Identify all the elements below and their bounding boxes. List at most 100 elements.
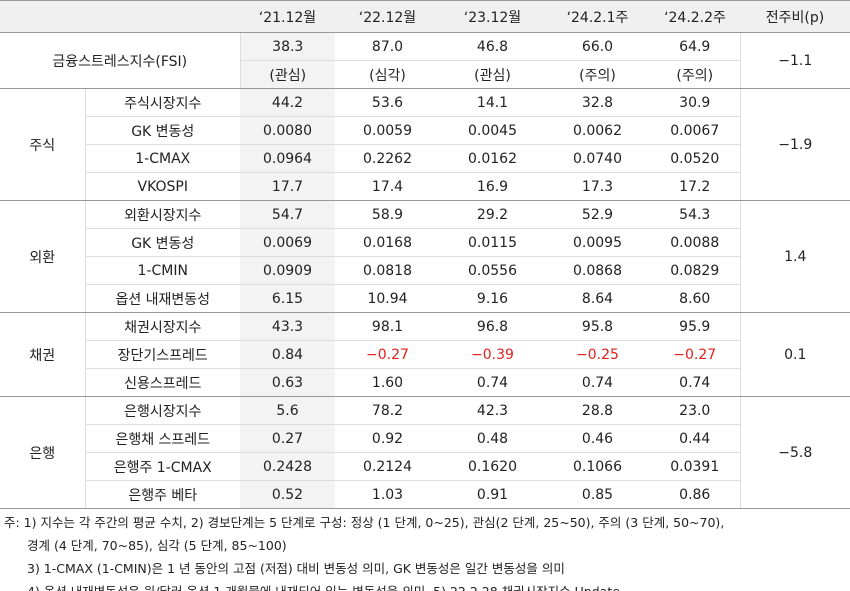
value-cell: 0.48 bbox=[440, 424, 545, 453]
note-line: 경계 (4 단계, 70~85), 심각 (5 단계, 85~100) bbox=[27, 538, 287, 553]
data-row: 채권 채권시장지수 43.3 98.1 96.8 95.8 95.9 0.1 bbox=[0, 312, 850, 397]
value-cell: 6.15 bbox=[240, 284, 335, 313]
value-cell: 0.2262 bbox=[335, 144, 440, 173]
fsi-level-row: (관심) (심각) (관심) (주의) (주의) bbox=[0, 60, 850, 89]
column-header: ‘21.12월 bbox=[240, 0, 335, 33]
data-row: 1-CMAX 0.0964 0.2262 0.0162 0.0740 0.0520 bbox=[0, 144, 850, 173]
value-cell: 32.8 bbox=[545, 88, 650, 117]
value-cell: 46.8 bbox=[440, 32, 545, 61]
data-row: 옵션 내재변동성 6.15 10.94 9.16 8.64 8.60 bbox=[0, 284, 850, 313]
value-cell: 0.0964 bbox=[240, 144, 335, 173]
value-cell: 30.9 bbox=[650, 88, 740, 117]
value-cell: 17.3 bbox=[545, 172, 650, 201]
stress-table: ‘21.12월 ‘22.12월 ‘23.12월 ‘24.2.1주 ‘24.2.2주 전주비… bbox=[0, 0, 850, 509]
value-cell: 0.0868 bbox=[545, 256, 650, 285]
value-cell: 0.86 bbox=[650, 480, 740, 509]
row-label: 은행주 1-CMAX bbox=[85, 452, 240, 481]
row-label: 옵션 내재변동성 bbox=[85, 284, 240, 313]
note-line: 주: 1) 지수는 각 주간의 평균 수치, 2) 경보단계는 5 단계로 구성… bbox=[4, 515, 725, 530]
column-header: ‘22.12월 bbox=[335, 0, 440, 33]
value-cell: 78.2 bbox=[335, 396, 440, 425]
level-cell: (심각) bbox=[335, 60, 440, 89]
header-blank bbox=[0, 0, 240, 33]
value-cell: 0.0067 bbox=[650, 116, 740, 145]
value-cell: 0.92 bbox=[335, 424, 440, 453]
value-cell: 0.0909 bbox=[240, 256, 335, 285]
fsi-label: 금융스트레스지수(FSI) bbox=[0, 32, 241, 89]
row-label: 1-CMIN bbox=[85, 256, 240, 285]
value-cell: 95.9 bbox=[650, 312, 740, 341]
data-row: 주식 주식시장지수 44.2 53.6 14.1 32.8 30.9 −1.9 bbox=[0, 88, 850, 201]
column-header: ‘24.2.1주 bbox=[545, 0, 650, 33]
row-label: GK 변동성 bbox=[85, 116, 240, 145]
value-cell: 38.3 bbox=[240, 32, 335, 61]
value-cell: 5.6 bbox=[240, 396, 335, 425]
value-cell: 0.0115 bbox=[440, 228, 545, 257]
value-cell: 0.0818 bbox=[335, 256, 440, 285]
row-label: VKOSPI bbox=[85, 172, 240, 201]
group-label: 주식 bbox=[0, 88, 86, 201]
value-cell: 52.9 bbox=[545, 200, 650, 229]
value-cell: 0.0045 bbox=[440, 116, 545, 145]
data-row: 은행주 베타 0.52 1.03 0.91 0.85 0.86 bbox=[0, 480, 850, 509]
value-cell: −0.39 bbox=[440, 340, 545, 369]
data-row: 은행채 스프레드 0.27 0.92 0.48 0.46 0.44 bbox=[0, 424, 850, 453]
value-cell: 98.1 bbox=[335, 312, 440, 341]
value-cell: 1.60 bbox=[335, 368, 440, 397]
note-line: 4) 옵션 내재변동성은 원/달러 옵션 1 개월물에 내재되어 있는 변동성을… bbox=[0, 580, 850, 591]
value-cell: 0.2124 bbox=[335, 452, 440, 481]
data-row: 장단기스프레드 0.84 −0.27 −0.39 −0.25 −0.27 bbox=[0, 340, 850, 369]
value-cell: 0.0520 bbox=[650, 144, 740, 173]
value-cell: 0.74 bbox=[545, 368, 650, 397]
value-cell: 8.64 bbox=[545, 284, 650, 313]
row-label: 외환시장지수 bbox=[85, 200, 240, 229]
value-cell: 0.0069 bbox=[240, 228, 335, 257]
data-row: 1-CMIN 0.0909 0.0818 0.0556 0.0868 0.0829 bbox=[0, 256, 850, 285]
group-label: 채권 bbox=[0, 312, 86, 397]
data-row: VKOSPI 17.7 17.4 16.9 17.3 17.2 bbox=[0, 172, 850, 201]
value-cell: −0.27 bbox=[335, 340, 440, 369]
change-cell: 1.4 bbox=[739, 200, 850, 313]
row-label: GK 변동성 bbox=[85, 228, 240, 257]
value-cell: 17.7 bbox=[240, 172, 335, 201]
value-cell: 0.0162 bbox=[440, 144, 545, 173]
fsi-row: 금융스트레스지수(FSI) 38.3 87.0 46.8 66.0 64.9 −1.1 bbox=[0, 32, 850, 89]
row-label: 1-CMAX bbox=[85, 144, 240, 173]
change-cell: −1.9 bbox=[739, 88, 850, 201]
row-label: 은행채 스프레드 bbox=[85, 424, 240, 453]
column-header: ‘23.12월 bbox=[440, 0, 545, 33]
value-cell: 0.0556 bbox=[440, 256, 545, 285]
value-cell: 95.8 bbox=[545, 312, 650, 341]
header-row: ‘21.12월 ‘22.12월 ‘23.12월 ‘24.2.1주 ‘24.2.2주 전주비… bbox=[0, 0, 850, 33]
value-cell: 0.63 bbox=[240, 368, 335, 397]
value-cell: 0.84 bbox=[240, 340, 335, 369]
value-cell: 0.1066 bbox=[545, 452, 650, 481]
value-cell: 0.74 bbox=[440, 368, 545, 397]
note-line: 3) 1-CMAX (1-CMIN)은 1 년 동안의 고점 (저점) 대비 변… bbox=[27, 561, 565, 576]
value-cell: 29.2 bbox=[440, 200, 545, 229]
value-cell: 16.9 bbox=[440, 172, 545, 201]
data-row: GK 변동성 0.0080 0.0059 0.0045 0.0062 0.0067 bbox=[0, 116, 850, 145]
value-cell: 1.03 bbox=[335, 480, 440, 509]
data-row: 신용스프레드 0.63 1.60 0.74 0.74 0.74 bbox=[0, 368, 850, 397]
value-cell: 17.2 bbox=[650, 172, 740, 201]
value-cell: 0.0062 bbox=[545, 116, 650, 145]
value-cell: 0.1620 bbox=[440, 452, 545, 481]
value-cell: 66.0 bbox=[545, 32, 650, 61]
value-cell: 14.1 bbox=[440, 88, 545, 117]
value-cell: 54.7 bbox=[240, 200, 335, 229]
change-cell: −1.1 bbox=[739, 32, 850, 89]
value-cell: 0.0391 bbox=[650, 452, 740, 481]
value-cell: 28.8 bbox=[545, 396, 650, 425]
value-cell: 0.0080 bbox=[240, 116, 335, 145]
group-label: 은행 bbox=[0, 396, 86, 509]
value-cell: 0.0740 bbox=[545, 144, 650, 173]
value-cell: 87.0 bbox=[335, 32, 440, 61]
notes: 주: 1) 지수는 각 주간의 평균 수치, 2) 경보단계는 5 단계로 구성… bbox=[0, 511, 850, 591]
data-row: GK 변동성 0.0069 0.0168 0.0115 0.0095 0.0088 bbox=[0, 228, 850, 257]
value-cell: 0.27 bbox=[240, 424, 335, 453]
value-cell: 8.60 bbox=[650, 284, 740, 313]
value-cell: 10.94 bbox=[335, 284, 440, 313]
value-cell: 42.3 bbox=[440, 396, 545, 425]
